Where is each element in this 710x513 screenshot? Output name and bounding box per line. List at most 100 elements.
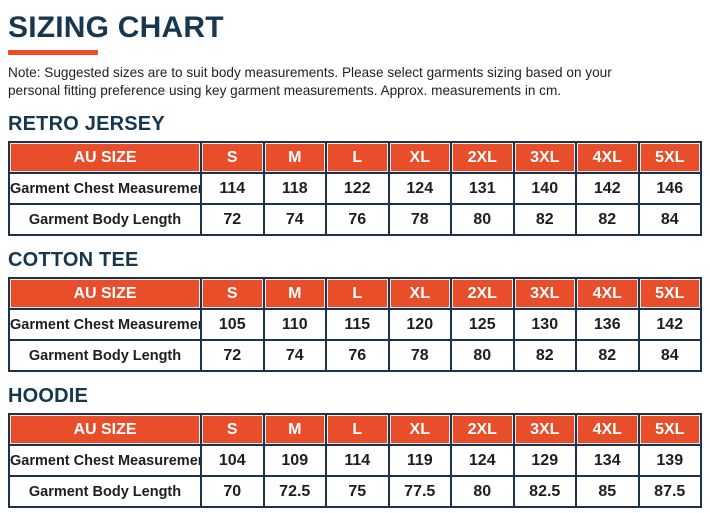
table-header-row: AU SIZE S M L XL 2XL 3XL 4XL 5XL — [8, 277, 702, 310]
cell-value: 85 — [575, 475, 640, 508]
cell-value: 129 — [512, 444, 577, 477]
cell-value: 119 — [387, 444, 452, 477]
header-cell-size-3xl: 3XL — [512, 277, 577, 310]
header-cell-size-2xl: 2XL — [450, 277, 515, 310]
cell-value: 109 — [262, 444, 327, 477]
cell-value: 114 — [200, 172, 265, 205]
cell-value: 105 — [200, 308, 265, 341]
header-cell-au-size: AU SIZE — [8, 277, 202, 310]
header-cell-size-xl: XL — [387, 413, 452, 446]
cell-value: 76 — [325, 203, 390, 236]
cell-value: 136 — [575, 308, 640, 341]
row-label-chest: Garment Chest Measurement — [8, 444, 202, 477]
cell-value: 82 — [575, 203, 640, 236]
header-cell-size-5xl: 5XL — [637, 141, 702, 174]
cell-value: 82 — [575, 339, 640, 372]
header-cell-size-2xl: 2XL — [450, 141, 515, 174]
cell-value: 80 — [450, 475, 515, 508]
cell-value: 142 — [637, 308, 702, 341]
section-heading-cotton-tee: COTTON TEE — [8, 249, 139, 271]
cell-value: 142 — [575, 172, 640, 205]
header-cell-size-3xl: 3XL — [512, 413, 577, 446]
row-label-body-length: Garment Body Length — [8, 203, 202, 236]
table-row-body-length: Garment Body Length 72 74 76 78 80 82 82… — [8, 339, 702, 372]
table-row-chest: Garment Chest Measurement 105 110 115 12… — [8, 308, 702, 341]
cell-value: 76 — [325, 339, 390, 372]
cell-value: 84 — [637, 339, 702, 372]
cell-value: 134 — [575, 444, 640, 477]
cell-value: 120 — [387, 308, 452, 341]
header-cell-size-m: M — [262, 413, 327, 446]
row-label-body-length: Garment Body Length — [8, 475, 202, 508]
title-accent-underline — [8, 50, 98, 55]
table-header-row: AU SIZE S M L XL 2XL 3XL 4XL 5XL — [8, 141, 702, 174]
header-cell-au-size: AU SIZE — [8, 141, 202, 174]
section-heading-hoodie: HOODIE — [8, 385, 89, 407]
table-row-chest: Garment Chest Measurement 114 118 122 12… — [8, 172, 702, 205]
header-cell-size-s: S — [200, 141, 265, 174]
header-cell-size-s: S — [200, 277, 265, 310]
cell-value: 82 — [512, 203, 577, 236]
cell-value: 140 — [512, 172, 577, 205]
cell-value: 80 — [450, 203, 515, 236]
header-cell-size-m: M — [262, 141, 327, 174]
cell-value: 78 — [387, 339, 452, 372]
header-cell-size-5xl: 5XL — [637, 413, 702, 446]
header-cell-size-l: L — [325, 277, 390, 310]
cell-value: 124 — [450, 444, 515, 477]
cell-value: 122 — [325, 172, 390, 205]
header-cell-size-xl: XL — [387, 141, 452, 174]
header-cell-size-4xl: 4XL — [575, 141, 640, 174]
cell-value: 131 — [450, 172, 515, 205]
cotton-tee-size-table: AU SIZE S M L XL 2XL 3XL 4XL 5XL Garment… — [8, 277, 702, 372]
sizing-note-line2: personal fitting preference using key ga… — [8, 83, 562, 98]
cell-value: 104 — [200, 444, 265, 477]
cell-value: 115 — [325, 308, 390, 341]
cell-value: 118 — [262, 172, 327, 205]
cell-value: 82 — [512, 339, 577, 372]
cell-value: 74 — [262, 203, 327, 236]
cell-value: 130 — [512, 308, 577, 341]
row-label-chest: Garment Chest Measurement — [8, 308, 202, 341]
header-cell-size-m: M — [262, 277, 327, 310]
sizing-note-line1: Note: Suggested sizes are to suit body m… — [8, 65, 612, 80]
header-cell-size-s: S — [200, 413, 265, 446]
cell-value: 82.5 — [512, 475, 577, 508]
header-cell-size-5xl: 5XL — [637, 277, 702, 310]
cell-value: 87.5 — [637, 475, 702, 508]
header-cell-size-2xl: 2XL — [450, 413, 515, 446]
cell-value: 78 — [387, 203, 452, 236]
header-cell-size-4xl: 4XL — [575, 413, 640, 446]
header-cell-size-l: L — [325, 413, 390, 446]
sizing-note: Note: Suggested sizes are to suit body m… — [8, 64, 670, 100]
row-label-body-length: Garment Body Length — [8, 339, 202, 372]
section-heading-retro-jersey: RETRO JERSEY — [8, 113, 165, 135]
cell-value: 146 — [637, 172, 702, 205]
header-cell-au-size: AU SIZE — [8, 413, 202, 446]
header-cell-size-l: L — [325, 141, 390, 174]
cell-value: 125 — [450, 308, 515, 341]
cell-value: 80 — [450, 339, 515, 372]
page-title: SIZING CHART — [8, 11, 224, 44]
cell-value: 114 — [325, 444, 390, 477]
cell-value: 124 — [387, 172, 452, 205]
cell-value: 84 — [637, 203, 702, 236]
table-header-row: AU SIZE S M L XL 2XL 3XL 4XL 5XL — [8, 413, 702, 446]
cell-value: 72 — [200, 203, 265, 236]
cell-value: 74 — [262, 339, 327, 372]
cell-value: 75 — [325, 475, 390, 508]
cell-value: 110 — [262, 308, 327, 341]
row-label-chest: Garment Chest Measurement — [8, 172, 202, 205]
table-row-body-length: Garment Body Length 70 72.5 75 77.5 80 8… — [8, 475, 702, 508]
cell-value: 72.5 — [262, 475, 327, 508]
cell-value: 139 — [637, 444, 702, 477]
cell-value: 70 — [200, 475, 265, 508]
retro-jersey-size-table: AU SIZE S M L XL 2XL 3XL 4XL 5XL Garment… — [8, 141, 702, 236]
header-cell-size-4xl: 4XL — [575, 277, 640, 310]
header-cell-size-3xl: 3XL — [512, 141, 577, 174]
table-row-chest: Garment Chest Measurement 104 109 114 11… — [8, 444, 702, 477]
table-row-body-length: Garment Body Length 72 74 76 78 80 82 82… — [8, 203, 702, 236]
hoodie-size-table: AU SIZE S M L XL 2XL 3XL 4XL 5XL Garment… — [8, 413, 702, 508]
cell-value: 77.5 — [387, 475, 452, 508]
cell-value: 72 — [200, 339, 265, 372]
